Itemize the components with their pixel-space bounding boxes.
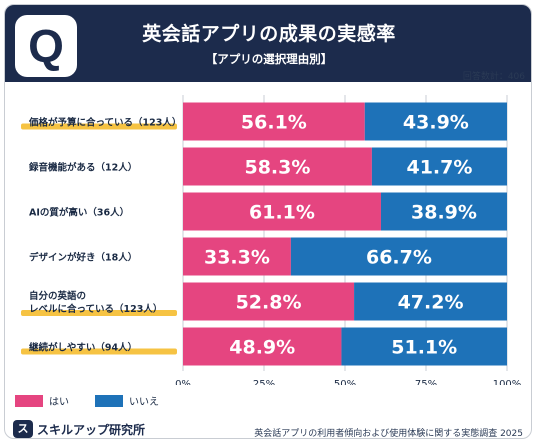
label-highlight — [21, 123, 177, 130]
legend-item-no: いいえ — [95, 393, 159, 408]
data-label-yes: 48.9% — [229, 337, 295, 359]
chart-title: 英会話アプリの成果の実感率 — [142, 23, 396, 45]
category-label: 継続がしやすい（94人） — [29, 342, 137, 354]
legend: はい いいえ — [15, 393, 159, 408]
data-label-no: 43.9% — [403, 112, 469, 134]
legend-swatch-no — [95, 394, 123, 407]
header-banner: Q 英会話アプリの成果の実感率 【アプリの選択理由別】 — [5, 5, 531, 82]
data-label-no: 66.7% — [366, 247, 432, 269]
legend-label-yes: はい — [49, 397, 69, 408]
bar-yes — [183, 282, 355, 321]
bar-no — [341, 327, 507, 366]
brand-name: スキルアップ研究所 — [37, 422, 146, 437]
data-label-yes: 56.1% — [241, 112, 307, 134]
x-tick-label: 50% — [334, 379, 356, 385]
bar-yes — [183, 147, 372, 186]
category-label: レベルに合っている（123人） — [29, 303, 162, 315]
category-label: デザインが好き（18人） — [29, 252, 137, 264]
data-label-yes: 33.3% — [204, 247, 270, 269]
bar-yes — [183, 327, 342, 366]
bar-no — [354, 282, 507, 321]
x-tick-label: 25% — [253, 379, 275, 385]
label-highlight — [21, 310, 177, 316]
bar-no — [380, 192, 507, 231]
stacked-bar-chart: 0% 25% 50% 75% 100% 価格が予算に合っている（123人） 56.1% 43.… — [21, 95, 522, 385]
bar-yes — [183, 192, 381, 231]
survey-footnote: 英会話アプリの利用者傾向および使用体験に関する実態調査 2025 — [254, 429, 523, 439]
category-label: 自分の英語の — [29, 290, 86, 302]
brand-logo: スア スキルアップ研究所 — [13, 420, 145, 438]
data-label-no: 47.2% — [398, 292, 464, 314]
data-label-yes: 61.1% — [249, 202, 315, 224]
bar-yes — [183, 102, 365, 141]
x-tick-label: 100% — [493, 379, 522, 385]
infographic-frame: Q 英会話アプリの成果の実感率 【アプリの選択理由別】 回答数計：406 0% 2… — [4, 4, 532, 439]
data-label-no: 38.9% — [411, 202, 477, 224]
x-tick-label: 0% — [175, 379, 191, 385]
label-highlight — [21, 348, 177, 355]
legend-label-no: いいえ — [129, 397, 159, 408]
data-label-yes: 58.3% — [244, 157, 310, 179]
category-label: AIの質が高い（36人） — [29, 207, 129, 219]
q-badge-icon: Q — [15, 15, 77, 77]
bar-no — [371, 147, 507, 186]
bar-yes — [183, 237, 291, 276]
chart-subtitle: 【アプリの選択理由別】 — [205, 52, 333, 66]
legend-item-yes: はい — [15, 393, 69, 408]
category-label: 価格が予算に合っている（123人） — [28, 117, 181, 129]
data-label-yes: 52.8% — [236, 292, 302, 314]
brand-mark-icon: スア — [13, 420, 33, 438]
data-label-no: 51.1% — [391, 337, 457, 359]
category-label: 録音機能がある（12人） — [29, 162, 137, 174]
bar-no — [364, 102, 507, 141]
bar-no — [290, 237, 507, 276]
respondent-count: 回答数計：406 — [462, 72, 525, 82]
legend-swatch-yes — [15, 394, 43, 407]
x-tick-label: 75% — [415, 379, 437, 385]
data-label-no: 41.7% — [406, 157, 472, 179]
